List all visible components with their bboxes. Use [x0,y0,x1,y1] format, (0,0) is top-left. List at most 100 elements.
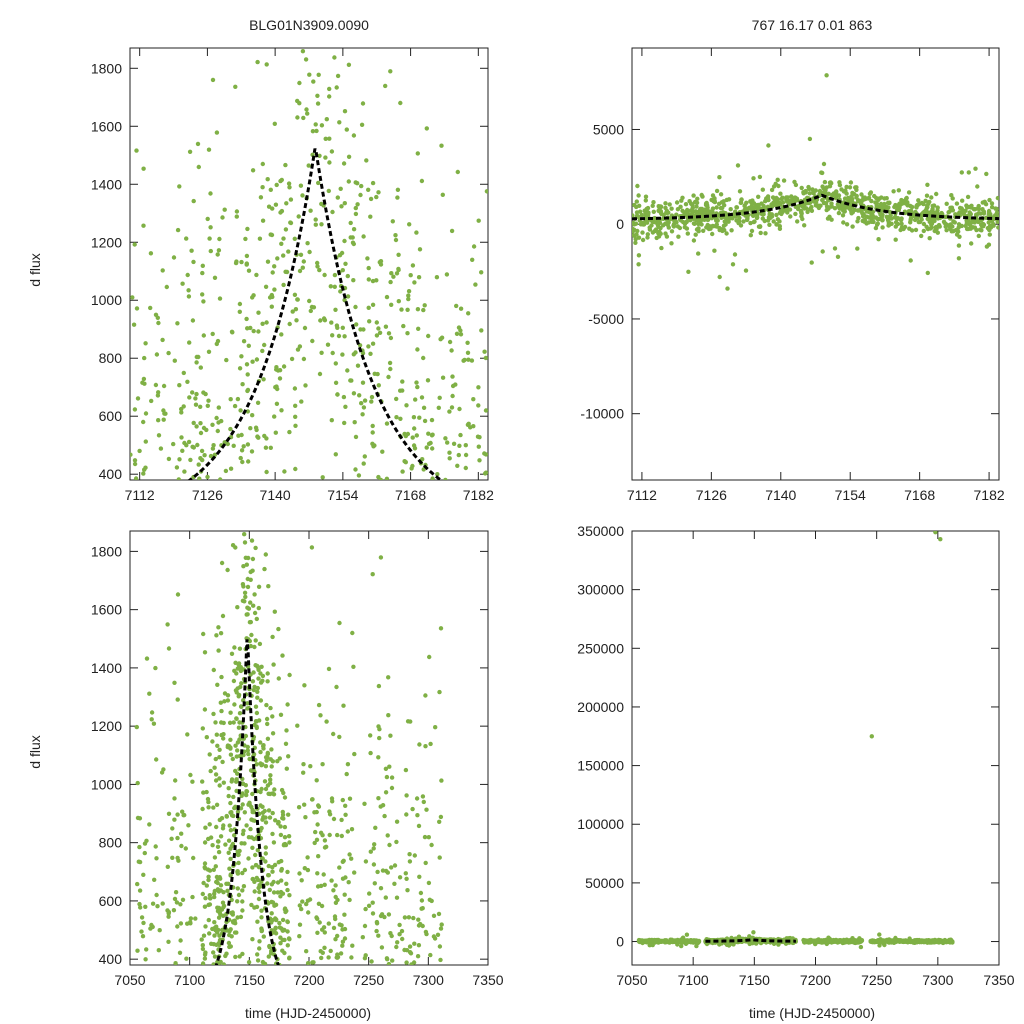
data-point [144,656,150,661]
data-point [191,259,196,265]
data-point [225,567,230,573]
data-point [293,403,298,408]
data-point [329,149,335,154]
data-point [354,322,359,327]
data-point [215,844,221,849]
data-point [180,281,185,286]
data-point [664,210,669,215]
data-point [774,222,779,227]
data-point [876,237,881,242]
data-point [135,396,141,401]
data-point [775,197,780,202]
data-point [835,254,841,259]
data-point [837,180,842,185]
data-point [196,354,201,360]
data-point [640,938,645,943]
data-point [265,750,270,756]
data-point [661,223,666,228]
data-point [769,204,775,209]
data-point [370,302,376,307]
data-point [280,653,285,658]
data-point [246,459,251,464]
data-point [787,207,793,212]
data-point [745,217,750,222]
data-point [205,216,210,222]
data-point [242,540,248,545]
bottom-right-ytick-label: 0 [616,934,624,950]
bottom-right-xtick-label: 7350 [983,972,1014,988]
data-point [358,192,363,198]
data-point [862,218,867,223]
data-point [976,218,981,224]
data-point [202,861,208,866]
data-point [429,417,435,423]
data-point [279,858,284,864]
data-point [334,323,340,328]
data-point [160,901,165,906]
data-point [848,180,854,185]
data-point [409,962,414,965]
data-point [262,961,268,965]
data-point [386,713,391,718]
data-point [368,214,373,219]
data-point [266,808,272,813]
data-point [256,885,261,891]
data-point [131,322,137,327]
data-point [710,223,715,229]
data-point [636,193,641,198]
data-point [297,268,303,274]
data-point [343,812,348,817]
data-point [220,826,226,831]
data-point [336,333,342,339]
data-point [260,678,265,683]
data-point [282,469,287,474]
data-point [431,913,437,918]
data-point [279,177,284,183]
data-point [237,309,242,314]
data-point [249,835,254,840]
data-point [396,299,401,304]
data-point [355,363,361,368]
data-point [908,216,914,221]
data-point [179,843,184,849]
data-point [250,937,255,942]
data-point [245,372,250,377]
data-point [228,426,233,432]
data-point [149,717,154,722]
data-point [329,320,334,325]
data-point [339,833,344,839]
data-point [234,788,239,794]
data-point [215,682,220,687]
data-point [344,127,349,132]
data-point [173,961,178,965]
data-point [714,188,720,194]
data-point [239,681,244,686]
data-point [350,943,355,948]
data-point [207,931,212,936]
data-point [981,222,987,227]
data-point [349,827,355,832]
data-point [656,939,662,944]
bottom-right-ytick-label: 250000 [577,640,624,656]
data-point [307,249,312,255]
data-point [259,908,264,913]
data-point [765,194,771,199]
data-point [175,855,180,861]
data-point [249,817,254,822]
data-point [322,930,327,935]
data-point [297,934,302,939]
data-point [402,947,407,953]
data-point [244,789,249,794]
data-point [260,856,265,861]
data-point [282,937,287,943]
data-point [318,713,323,718]
data-point [132,461,138,467]
data-point [370,430,375,435]
data-point [243,555,248,560]
data-point [807,136,813,142]
data-point [632,227,637,232]
data-point [802,206,807,211]
data-point [476,444,481,449]
data-point [302,325,308,331]
data-point [267,815,273,820]
